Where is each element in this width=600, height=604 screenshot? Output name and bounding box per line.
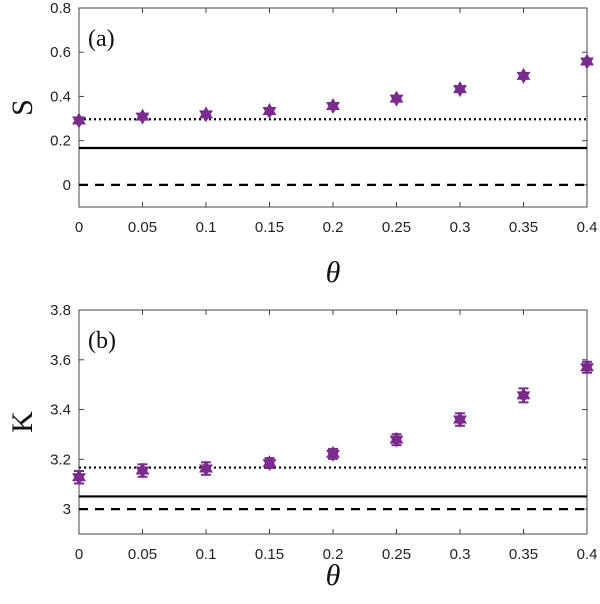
data-point bbox=[453, 415, 467, 428]
x-tick-label: 0.25 bbox=[382, 546, 411, 563]
panel-label: (b) bbox=[88, 328, 116, 354]
x-tick-label: 0.05 bbox=[128, 546, 157, 563]
x-tick-label: 0.4 bbox=[577, 219, 598, 236]
data-point bbox=[262, 107, 277, 120]
panel-b: 0 0.05 0.1 0.15 0.2 0.25 0.3 0.35 0.4 3 3.2 3.4 3.6 3… bbox=[6, 302, 597, 592]
x-tick-label: 0.05 bbox=[128, 219, 157, 236]
data-point bbox=[262, 459, 277, 472]
y-tick-label: 0 bbox=[63, 177, 71, 194]
x-tick-label: 0.2 bbox=[323, 546, 344, 563]
data-point bbox=[453, 85, 467, 98]
data-point bbox=[326, 101, 340, 114]
data-point bbox=[135, 466, 150, 479]
data-point bbox=[580, 363, 594, 376]
x-tick-label: 0.35 bbox=[509, 546, 538, 563]
x-tick-label: 0.35 bbox=[509, 219, 538, 236]
data-point bbox=[72, 116, 86, 129]
y-tick-label: 3.6 bbox=[50, 352, 71, 369]
panel-label: (a) bbox=[88, 26, 115, 52]
x-tick-label: 0.3 bbox=[450, 219, 471, 236]
data-point bbox=[326, 449, 340, 462]
y-tick-label: 3 bbox=[63, 501, 71, 518]
x-axis-label: θ bbox=[326, 559, 341, 592]
data-point bbox=[72, 473, 86, 486]
data-point bbox=[135, 112, 150, 125]
y-tick-label: 3.2 bbox=[50, 451, 71, 468]
data-point bbox=[516, 71, 531, 84]
x-tick-label: 0 bbox=[75, 546, 83, 563]
data-point bbox=[516, 391, 531, 404]
x-tick-label: 0.3 bbox=[450, 546, 471, 563]
x-axis-label: θ bbox=[326, 256, 341, 289]
data-point bbox=[199, 464, 213, 477]
x-tick-label: 0.1 bbox=[196, 219, 217, 236]
panel-a: 0 0.05 0.1 0.15 0.2 0.25 0.3 0.35 0.4 0 0.2 0.4 0.6 0… bbox=[6, 0, 597, 289]
x-tick-label: 0 bbox=[75, 219, 83, 236]
data-point bbox=[389, 94, 404, 107]
y-tick-label: 0.6 bbox=[50, 44, 71, 61]
y-axis-label: K bbox=[6, 411, 39, 433]
x-tick-label: 0.15 bbox=[255, 546, 284, 563]
x-tick-label: 0.4 bbox=[577, 546, 598, 563]
x-tick-label: 0.1 bbox=[196, 546, 217, 563]
x-tick-label: 0.15 bbox=[255, 219, 284, 236]
plot-frame bbox=[78, 309, 588, 535]
y-tick-label: 0.2 bbox=[50, 133, 71, 150]
y-tick-label: 0.4 bbox=[50, 88, 71, 105]
y-tick-label: 0.8 bbox=[50, 0, 71, 17]
y-tick-label: 3.8 bbox=[50, 302, 71, 319]
data-point bbox=[389, 435, 404, 448]
x-tick-label: 0.25 bbox=[382, 219, 411, 236]
data-point bbox=[199, 110, 213, 123]
y-tick-label: 3.4 bbox=[50, 402, 71, 419]
x-tick-label: 0.2 bbox=[323, 219, 344, 236]
y-axis-label: S bbox=[6, 99, 39, 116]
data-point bbox=[580, 57, 594, 70]
